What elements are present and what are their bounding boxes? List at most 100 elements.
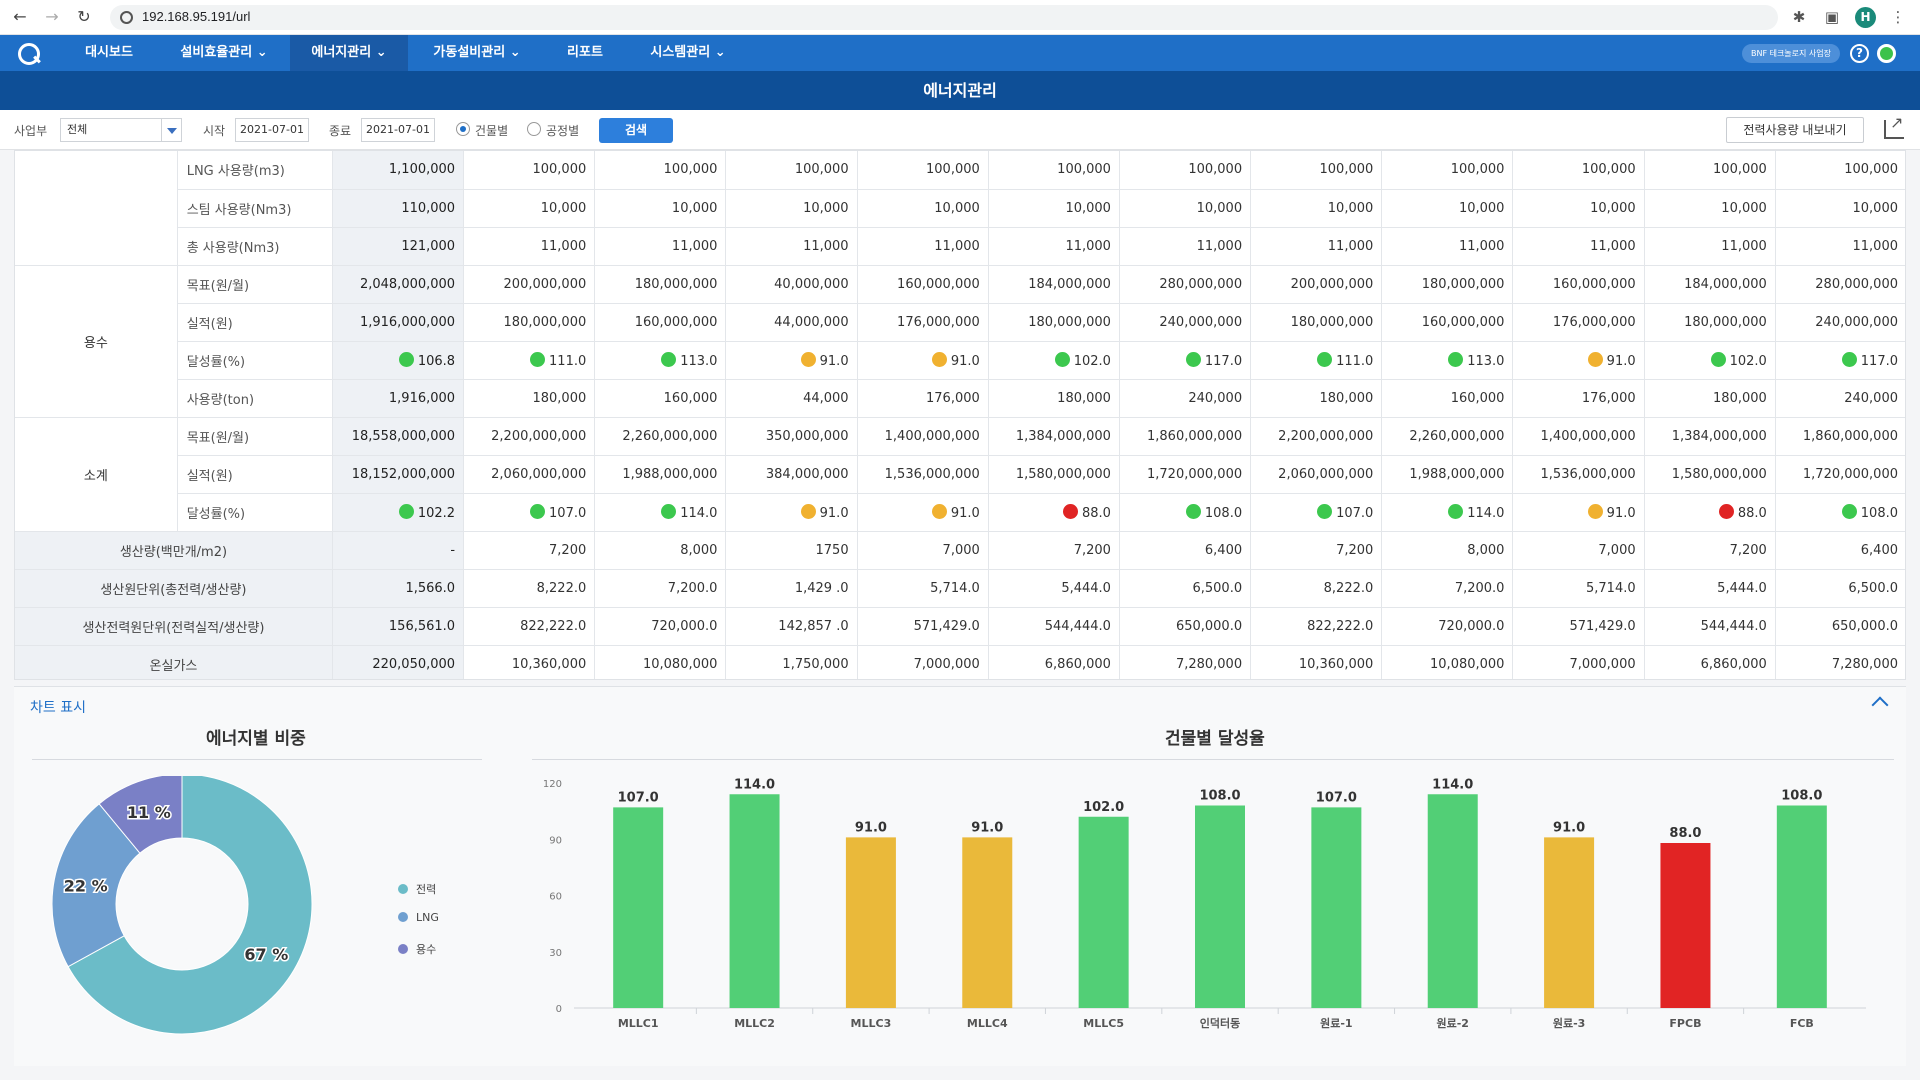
cell-value: 8,000 <box>680 542 718 558</box>
nav-equipment-efficiency[interactable]: 설비효율관리 ⌄ <box>180 45 268 60</box>
cell-value: 650,000.0 <box>1831 618 1898 634</box>
table-cell: 7,000,000 <box>1512 645 1645 679</box>
table-cell: 180,000 <box>988 379 1120 418</box>
search-button[interactable]: 검색 <box>599 118 673 143</box>
nav-energy-management[interactable]: 에너지관리 ⌄ <box>290 35 408 71</box>
bar-5[interactable] <box>1195 805 1245 1009</box>
legend-item[interactable]: LNG <box>398 911 439 924</box>
nav-operating-equipment[interactable]: 가동설비관리 ⌄ <box>433 45 521 60</box>
side-panel-icon[interactable]: ▣ <box>1824 8 1840 26</box>
table-cell: 1,400,000,000 <box>857 417 989 456</box>
cell-value: 1,100,000 <box>388 162 456 178</box>
x-tick-label: FPCB <box>1669 1017 1701 1030</box>
bar-9[interactable] <box>1660 843 1711 1008</box>
cell-value: 11,000 <box>1458 238 1505 254</box>
cell-value: 44,000 <box>803 390 849 406</box>
cell-value: 1,916,000,000 <box>359 314 456 330</box>
bar-3[interactable] <box>962 837 1013 1008</box>
table-cell: 107.0 <box>463 493 596 532</box>
table-cell: 10,000 <box>1644 189 1776 228</box>
cell-value: 7,200.0 <box>667 580 718 596</box>
nav-report[interactable]: 리포트 <box>567 45 603 60</box>
connection-status-icon <box>1877 44 1896 63</box>
chevron-down-icon[interactable] <box>161 119 181 141</box>
more-menu-icon[interactable]: ⋮ <box>1890 8 1906 26</box>
table-cell: 822,222.0 <box>463 607 596 646</box>
table-cell: 6,860,000 <box>988 645 1120 679</box>
start-date-input[interactable]: 2021-07-01 <box>235 118 309 142</box>
nav-system-management[interactable]: 시스템관리 ⌄ <box>650 45 726 60</box>
table-cell: 100,000 <box>725 151 858 190</box>
bar-6[interactable] <box>1311 807 1362 1008</box>
back-icon[interactable]: ← <box>13 7 27 26</box>
radio-by-process-label[interactable]: 공정별 <box>546 124 580 138</box>
end-date-input[interactable]: 2021-07-01 <box>361 118 435 142</box>
table-cell: 571,429.0 <box>857 607 989 646</box>
bar-10[interactable] <box>1776 805 1827 1009</box>
bar-8[interactable] <box>1544 837 1595 1008</box>
cell-value: 11,000 <box>671 238 718 254</box>
bar-2[interactable] <box>845 837 896 1008</box>
cell-value: 1,400,000,000 <box>1540 428 1636 444</box>
help-icon[interactable]: ? <box>1850 44 1869 63</box>
cell-value: 10,360,000 <box>511 656 587 672</box>
cell-value: 720,000.0 <box>1438 618 1505 634</box>
division-select[interactable]: 전체 <box>60 118 182 142</box>
cell-value: 114.0 <box>1467 505 1505 521</box>
table-cell: 11,000 <box>1775 227 1905 266</box>
address-bar[interactable]: 192.168.95.191/url <box>110 5 1778 30</box>
profile-avatar[interactable]: H <box>1855 7 1876 28</box>
donut-slice-2[interactable] <box>98 776 183 854</box>
cell-value: 160,000,000 <box>634 314 718 330</box>
cell-value: 18,152,000,000 <box>351 466 456 482</box>
table-cell: 160,000,000 <box>1381 303 1514 342</box>
table-cell: 5,714.0 <box>857 569 989 608</box>
collapse-chevron-icon[interactable] <box>1871 696 1889 714</box>
legend-item[interactable]: 전력 <box>398 881 436 897</box>
table-cell: 6,500.0 <box>1775 569 1905 608</box>
share-export-icon[interactable] <box>1884 113 1904 139</box>
table-cell: 100,000 <box>857 151 989 190</box>
bar-value-label: 102.0 <box>1083 800 1124 815</box>
cell-value: 18,558,000,000 <box>351 428 456 444</box>
table-cell: 10,000 <box>594 189 727 228</box>
table-cell: 176,000,000 <box>1512 303 1645 342</box>
extensions-icon[interactable]: ✱ <box>1792 8 1806 26</box>
cell-value: 544,444.0 <box>1700 618 1767 634</box>
cell-value: 1,429 .0 <box>794 580 849 596</box>
user-site-badge[interactable]: BNF 테크놀로지 사업장 <box>1742 44 1840 63</box>
cell-value: 10,000 <box>1196 200 1243 216</box>
row-item-label: 스팀 사용량(Nm3) <box>177 189 333 228</box>
row-item-label: 목표(원/월) <box>177 417 333 456</box>
table-cell: 180,000,000 <box>1381 265 1514 304</box>
cell-value: 114.0 <box>680 505 718 521</box>
legend-item[interactable]: 용수 <box>398 941 436 957</box>
reload-icon[interactable]: ↻ <box>77 7 91 26</box>
radio-by-building-label[interactable]: 건물별 <box>475 124 509 138</box>
donut-slice-0[interactable] <box>67 776 313 1035</box>
export-power-usage-button[interactable]: 전력사용량 내보내기 <box>1726 117 1864 143</box>
radio-by-process[interactable] <box>527 122 541 136</box>
bar-0[interactable] <box>613 807 664 1008</box>
forward-icon[interactable]: → <box>45 7 59 26</box>
app-logo-icon[interactable] <box>18 43 40 65</box>
table-cell: 100,000 <box>1250 151 1383 190</box>
row-total-cell: 2,048,000,000 <box>332 265 465 304</box>
table-cell: 1,720,000,000 <box>1119 455 1252 494</box>
bar-1[interactable] <box>729 794 780 1008</box>
cell-value: 200,000,000 <box>503 276 587 292</box>
nav-dashboard[interactable]: 대시보드 <box>85 45 133 60</box>
row-total-cell: 106.8 <box>332 341 465 380</box>
cell-value: 10,000 <box>1852 200 1899 216</box>
donut-slice-1[interactable] <box>52 803 141 968</box>
table-cell: 108.0 <box>1119 493 1252 532</box>
table-cell: 7,000 <box>857 531 989 570</box>
cell-value: 1,536,000,000 <box>1540 466 1636 482</box>
radio-by-building[interactable] <box>456 122 470 136</box>
bar-7[interactable] <box>1427 794 1478 1008</box>
table-cell: 544,444.0 <box>1644 607 1776 646</box>
cell-value: 100,000 <box>1188 162 1243 178</box>
site-info-icon[interactable] <box>120 11 133 24</box>
bar-4[interactable] <box>1078 816 1129 1008</box>
cell-value: 1,580,000,000 <box>1015 466 1111 482</box>
